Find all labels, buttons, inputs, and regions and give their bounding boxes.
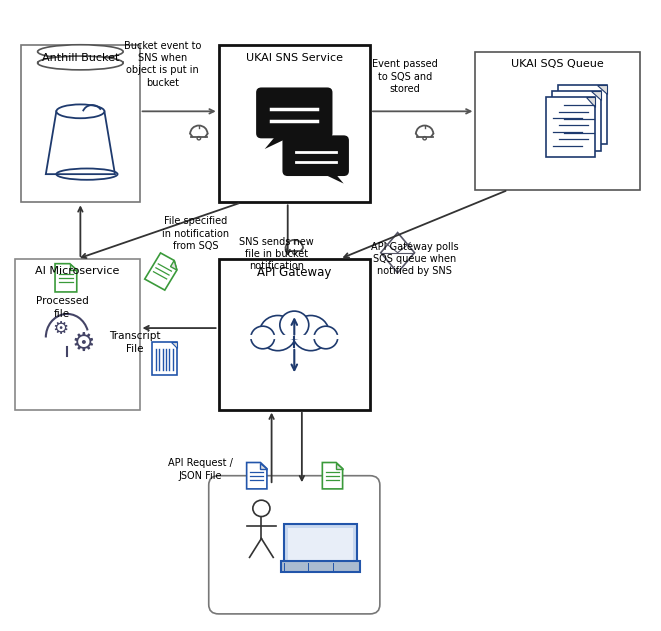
Text: UKAI SQS Queue: UKAI SQS Queue <box>511 59 604 69</box>
Text: AI Microservice: AI Microservice <box>35 266 119 276</box>
Text: API Gateway: API Gateway <box>257 266 331 280</box>
Text: Processed
file: Processed file <box>36 296 89 319</box>
Circle shape <box>314 326 338 349</box>
Text: Anthill Bucket: Anthill Bucket <box>42 53 119 63</box>
Text: Event passed
to SQS and
stored: Event passed to SQS and stored <box>372 59 438 94</box>
Text: API Gateway polls
SQS queue when
notified by SNS: API Gateway polls SQS queue when notifie… <box>371 242 459 276</box>
Text: File specified
in notification
from SQS: File specified in notification from SQS <box>162 216 229 251</box>
Polygon shape <box>264 133 297 149</box>
Polygon shape <box>171 342 177 348</box>
FancyBboxPatch shape <box>209 476 380 614</box>
Circle shape <box>280 311 309 339</box>
Polygon shape <box>311 168 344 184</box>
Bar <box>475 52 640 190</box>
Polygon shape <box>55 264 77 292</box>
Bar <box>152 342 177 375</box>
Text: Bucket event to
SNS when
object is put in
bucket: Bucket event to SNS when object is put i… <box>124 40 202 88</box>
Bar <box>552 91 602 151</box>
Polygon shape <box>70 264 77 270</box>
Bar <box>219 259 370 410</box>
Polygon shape <box>592 91 602 100</box>
Text: ⚙: ⚙ <box>53 321 69 338</box>
Polygon shape <box>260 463 267 469</box>
Circle shape <box>251 326 274 349</box>
Bar <box>15 259 139 410</box>
Polygon shape <box>171 261 177 270</box>
Bar <box>21 45 139 203</box>
Ellipse shape <box>38 56 123 70</box>
Polygon shape <box>598 85 607 94</box>
Bar <box>281 562 360 572</box>
Bar <box>558 85 607 144</box>
Bar <box>219 45 370 203</box>
Text: Transcript
File: Transcript File <box>108 331 160 354</box>
Polygon shape <box>247 463 267 489</box>
Polygon shape <box>145 253 177 290</box>
Text: ⚙: ⚙ <box>72 331 95 357</box>
Circle shape <box>292 316 329 351</box>
Ellipse shape <box>38 45 123 59</box>
Text: SNS sends new
file in bucket
notification: SNS sends new file in bucket notificatio… <box>239 237 314 271</box>
Bar <box>288 528 353 562</box>
Polygon shape <box>46 111 115 174</box>
Ellipse shape <box>56 104 104 118</box>
Polygon shape <box>336 463 342 469</box>
Polygon shape <box>323 463 342 489</box>
Polygon shape <box>381 233 414 273</box>
Bar <box>546 97 596 157</box>
FancyBboxPatch shape <box>282 136 349 176</box>
Text: API Request /
JSON File: API Request / JSON File <box>168 458 233 481</box>
Circle shape <box>259 316 296 351</box>
Bar <box>284 524 357 565</box>
Polygon shape <box>586 97 596 107</box>
Text: UKAI SNS Service: UKAI SNS Service <box>246 53 343 63</box>
FancyBboxPatch shape <box>256 88 332 138</box>
